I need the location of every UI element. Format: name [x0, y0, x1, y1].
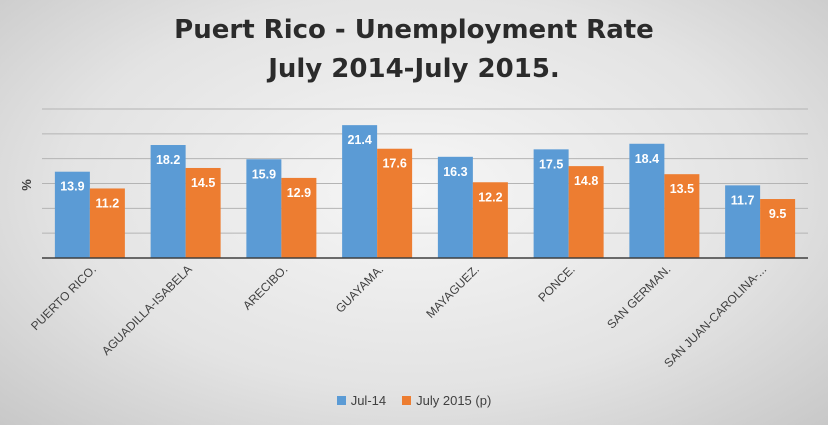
- x-tick-label: AGUADILLA-ISABELA: [99, 262, 195, 358]
- data-label: 14.8: [574, 174, 598, 188]
- data-label: 13.9: [60, 180, 84, 194]
- bar-jul-14: [629, 143, 665, 258]
- legend-swatch-series-1: [336, 396, 346, 405]
- x-tick-label: SAN GERMAN.: [604, 262, 673, 331]
- data-label: 14.5: [191, 176, 215, 190]
- bar-jul-2015: [281, 177, 317, 258]
- bar-jul-2015: [760, 199, 796, 258]
- data-label: 15.9: [252, 167, 276, 181]
- x-tick-label: PUERTO RICO.: [28, 262, 99, 333]
- bar-jul-14: [437, 156, 473, 258]
- data-label: 11.7: [731, 193, 755, 207]
- x-tick-label: ARECIBO.: [240, 262, 290, 312]
- legend-label-series-2: July 2015 (p): [416, 393, 492, 408]
- x-tick-label: GUAYAMA.: [333, 262, 386, 315]
- bar-jul-14: [342, 125, 378, 259]
- legend-swatch-series-2: [402, 396, 412, 405]
- bar-jul-2015: [664, 174, 700, 258]
- bar-jul-14: [533, 149, 569, 258]
- legend-item-series-1: Jul-14: [336, 393, 387, 408]
- x-tick-label: MAYAGUEZ.: [423, 262, 482, 321]
- data-label: 18.4: [635, 152, 659, 166]
- data-label: 12.2: [478, 190, 502, 204]
- chart-title-line-1: Puert Rico - Unemployment Rate: [174, 15, 654, 45]
- bar-jul-14: [246, 159, 282, 258]
- x-tick-label: SAN JUAN-CAROLINA-...: [661, 262, 769, 370]
- bar-jul-2015: [89, 188, 125, 258]
- legend-item-series-2: July 2015 (p): [402, 393, 491, 408]
- data-label: 21.4: [347, 133, 371, 147]
- bar-jul-2015: [377, 148, 413, 258]
- y-axis-label: %: [19, 179, 34, 191]
- data-label: 9.5: [769, 207, 786, 221]
- data-label: 18.2: [156, 153, 180, 167]
- chart-title-line-2: July 2014-July 2015.: [268, 54, 560, 84]
- legend-label-series-1: Jul-14: [350, 393, 387, 408]
- bar-jul-14: [54, 171, 90, 258]
- data-label: 12.9: [287, 186, 311, 200]
- bar-jul-14: [150, 145, 186, 258]
- data-label: 11.2: [96, 196, 120, 210]
- data-label: 13.5: [670, 182, 694, 196]
- legend: Jul-14 July 2015 (p): [0, 393, 828, 408]
- bar-jul-2015: [472, 182, 508, 258]
- bar-jul-2015: [185, 167, 221, 258]
- data-label: 17.6: [382, 157, 406, 171]
- data-label: 16.3: [443, 165, 467, 179]
- x-tick-label: PONCE.: [535, 262, 577, 304]
- bar-jul-14: [725, 185, 761, 258]
- bar-jul-2015: [568, 166, 604, 258]
- data-label: 17.5: [539, 157, 563, 171]
